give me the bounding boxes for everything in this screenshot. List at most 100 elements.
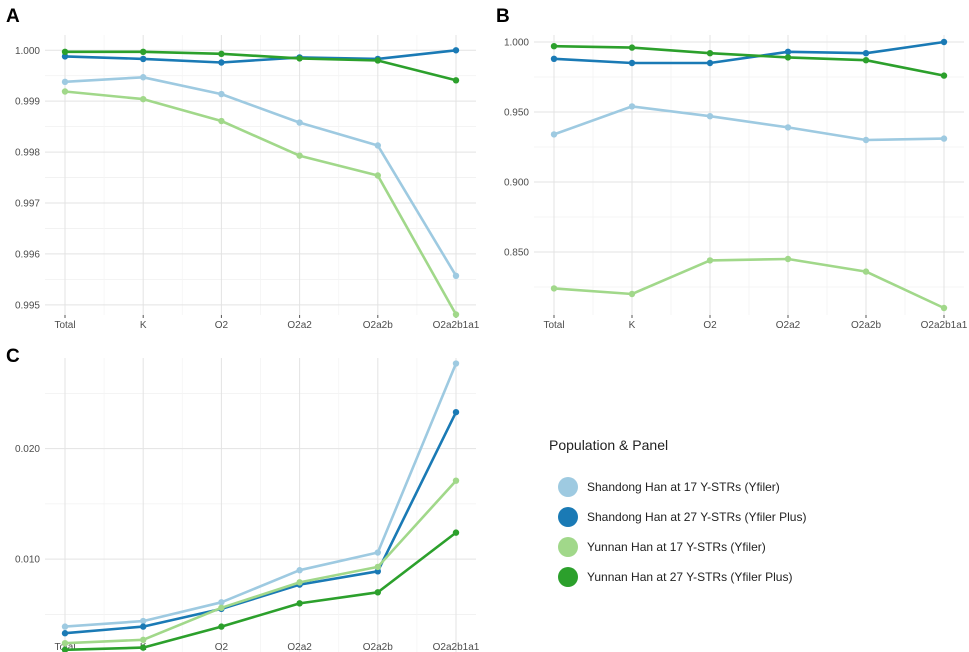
data-point	[140, 636, 147, 644]
data-point	[61, 88, 69, 95]
series-line	[64, 531, 457, 652]
data-point	[61, 48, 69, 55]
data-point	[628, 290, 636, 298]
data-point	[296, 600, 303, 607]
data-point	[862, 57, 870, 64]
series-line	[64, 49, 457, 64]
data-point	[452, 477, 460, 484]
data-point	[862, 50, 870, 57]
series-line	[553, 40, 945, 65]
data-point	[940, 72, 948, 79]
x-tick-label: O2a2b	[363, 642, 393, 652]
series-line	[64, 90, 458, 316]
series-line	[64, 479, 457, 645]
y-tick-label: 0.020	[15, 444, 40, 455]
y-tick-label: 0.010	[15, 555, 40, 566]
data-point	[452, 360, 460, 367]
data-point	[940, 135, 948, 142]
data-point	[140, 95, 147, 103]
y-tick-label: 0.850	[504, 248, 529, 259]
series-line	[64, 76, 458, 277]
series-line	[64, 363, 458, 628]
data-point	[940, 304, 948, 312]
data-point	[628, 103, 636, 110]
series-line	[553, 105, 945, 142]
data-point	[784, 255, 792, 263]
data-point	[296, 55, 303, 62]
data-point	[140, 644, 147, 651]
data-point	[374, 57, 381, 64]
panel-letter-b: B	[496, 6, 510, 27]
data-point	[140, 617, 147, 625]
data-point	[940, 38, 948, 46]
series-line	[64, 411, 458, 635]
x-tick-label: Total	[543, 320, 564, 331]
data-point	[784, 48, 792, 55]
data-point	[61, 623, 69, 630]
data-point	[61, 78, 69, 86]
data-point	[218, 117, 225, 125]
x-tick-label: O2a2b	[851, 320, 881, 331]
series-line	[65, 50, 457, 82]
x-tick-label: O2a2b1a1	[433, 320, 480, 331]
x-tick-label: O2	[215, 642, 229, 652]
data-point	[61, 53, 69, 60]
data-point	[706, 257, 714, 264]
legend-label: Yunnan Han at 27 Y-STRs (Yfiler Plus)	[587, 570, 792, 584]
data-point	[628, 44, 636, 51]
legend-key	[558, 477, 578, 497]
legend-label: Shandong Han at 27 Y-STRs (Yfiler Plus)	[587, 510, 806, 524]
data-point	[374, 589, 381, 596]
data-point	[550, 55, 558, 62]
data-point	[374, 568, 381, 575]
data-point	[784, 54, 792, 61]
x-tick-label: O2a2	[776, 320, 801, 331]
x-tick-label: O2	[215, 320, 229, 331]
series-line	[553, 257, 945, 310]
panel-b: 1.000 0.950 0.900 0.850 Total K O2 O2a2 O2a2b O2a…	[504, 35, 968, 331]
data-point	[218, 59, 225, 66]
data-point	[218, 599, 225, 606]
data-point	[140, 48, 147, 55]
data-point	[452, 408, 460, 416]
data-point	[550, 43, 558, 50]
legend-label: Yunnan Han at 17 Y-STRs (Yfiler)	[587, 540, 766, 554]
data-point	[296, 567, 303, 574]
y-tick-label: 0.900	[504, 178, 529, 189]
data-point	[452, 47, 460, 54]
y-tick-label: 1.000	[504, 38, 529, 49]
data-point	[374, 172, 381, 179]
data-point	[218, 90, 225, 98]
data-point	[296, 579, 303, 586]
y-tick-label: 0.999	[15, 97, 40, 108]
series-line	[553, 44, 945, 77]
y-tick-label: 0.995	[15, 300, 40, 311]
data-point	[628, 59, 636, 67]
data-point	[706, 113, 714, 120]
legend: Population & Panel Shandong Han at 17 Y-…	[549, 437, 806, 587]
x-tick-label: O2	[703, 320, 717, 331]
x-tick-label: O2a2	[287, 642, 312, 652]
panel-a: 1.000 0.999 0.998 0.997 0.996 0.995 Total K O2 O2…	[15, 35, 480, 331]
data-point	[374, 563, 381, 571]
data-point	[218, 623, 225, 630]
data-point	[452, 529, 460, 536]
data-point	[218, 604, 225, 611]
y-tick-label: 1.000	[15, 46, 40, 57]
data-point	[452, 272, 460, 279]
y-tick-label: 0.996	[15, 249, 40, 260]
data-point	[61, 639, 69, 647]
data-point	[784, 124, 792, 131]
data-point	[374, 549, 381, 556]
data-point	[61, 646, 69, 652]
data-point	[862, 136, 870, 144]
x-tick-label: O2a2b1a1	[921, 320, 968, 331]
data-point	[706, 50, 714, 57]
data-point	[140, 74, 147, 81]
x-tick-label: O2a2b	[363, 320, 393, 331]
y-tick-label: 0.998	[15, 148, 40, 159]
legend-key	[558, 537, 578, 557]
data-point	[550, 131, 558, 138]
